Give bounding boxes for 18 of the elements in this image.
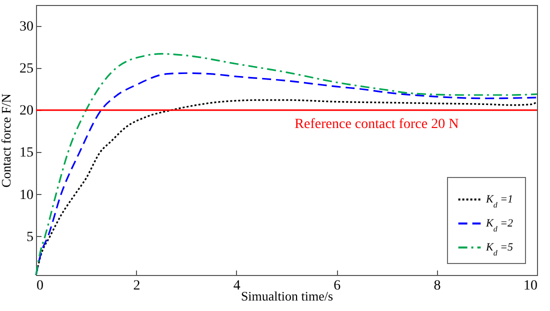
ref-line-label: Reference contact force 20 N [294,117,459,132]
x-tick-label: 10 [524,278,538,294]
y-tick-label: 20 [20,104,34,119]
x-axis-title: Simualtion time/s [240,288,334,304]
x-tick-label: 0 [36,278,44,294]
y-tick-label: 10 [20,188,34,203]
legend-label: K$_{d}$ =1 [485,194,514,209]
x-tick-label: 2 [133,278,140,294]
legend-label: K$_{d}$ =5 [485,242,514,257]
x-tick-label: 6 [334,278,341,294]
y-tick-label: 30 [20,20,34,35]
y-tick-label: 5 [26,230,34,245]
x-tick-label: 4 [233,278,240,294]
y-tick-label: 15 [20,146,34,161]
legend-label: K$_{d}$ =2 [485,218,514,233]
x-tick-label: 8 [434,278,441,294]
y-axis-title: Contact force F/N [0,92,14,188]
y-tick-label: 25 [20,62,34,77]
